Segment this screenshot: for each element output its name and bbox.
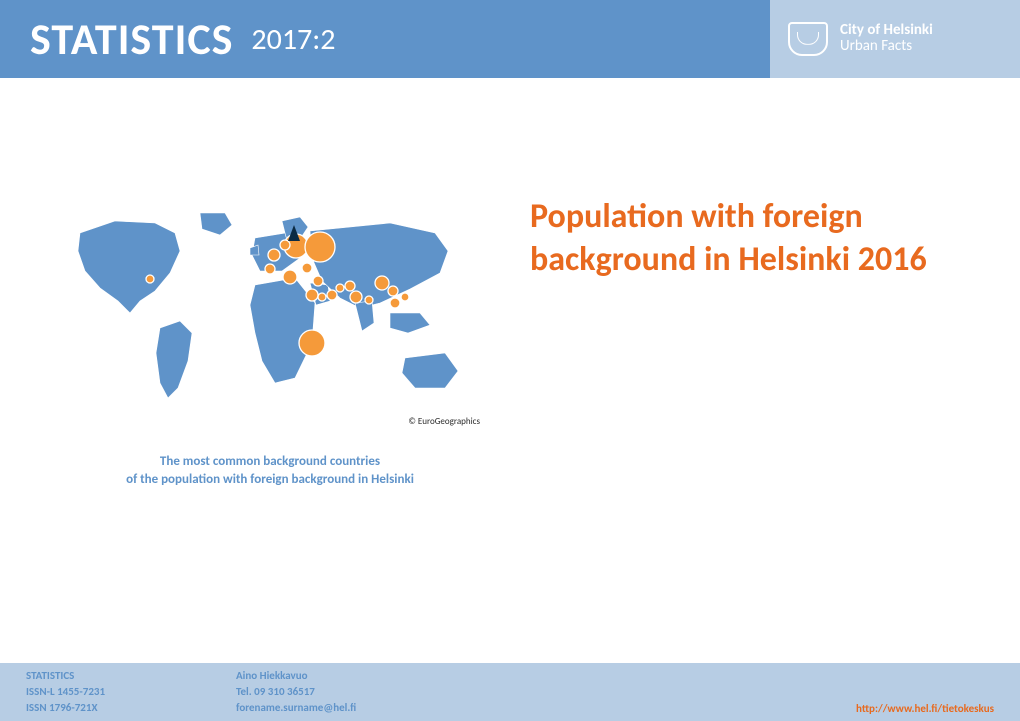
footer-c2-2: forename.surname@hel.fi — [236, 701, 636, 715]
logo-text: City of Helsinki Urban Facts — [840, 23, 933, 55]
world-map-svg — [60, 193, 480, 423]
helsinki-crest-icon — [788, 22, 828, 56]
land-shapes — [78, 213, 458, 398]
header-left: STATISTICS 2017:2 — [0, 0, 770, 78]
map-caption: The most common background countries of … — [60, 453, 480, 489]
header-right: City of Helsinki Urban Facts — [770, 0, 1020, 78]
main-area: © EuroGeographics The most common backgr… — [0, 78, 1020, 638]
map-caption-line1: The most common background countries — [60, 453, 480, 471]
footer-link[interactable]: http://www.hel.fi/tietokeskus — [856, 702, 994, 721]
map-attribution: © EuroGeographics — [408, 416, 480, 427]
footer-c1-2: ISSN 1796-721X — [26, 701, 236, 715]
statistics-title: STATISTICS — [30, 12, 233, 66]
footer-col-1: STATISTICS ISSN-L 1455-7231 ISSN 1796-72… — [26, 669, 236, 716]
header-bar: STATISTICS 2017:2 City of Helsinki Urban… — [0, 0, 1020, 78]
footer-bar: STATISTICS ISSN-L 1455-7231 ISSN 1796-72… — [0, 663, 1020, 721]
footer-c2-0: Aino Hiekkavuo — [236, 669, 636, 683]
footer-c1-0: STATISTICS — [26, 669, 236, 683]
footer-c1-1: ISSN-L 1455-7231 — [26, 685, 236, 699]
page-title: Population with foreign background in He… — [530, 196, 970, 281]
map-caption-line2: of the population with foreign backgroun… — [60, 471, 480, 489]
world-map: © EuroGeographics — [60, 193, 480, 423]
footer-col-2: Aino Hiekkavuo Tel. 09 310 36517 forenam… — [236, 669, 636, 716]
logo-line2: Urban Facts — [840, 39, 933, 55]
footer-c2-1: Tel. 09 310 36517 — [236, 685, 636, 699]
statistics-issue: 2017:2 — [251, 21, 335, 58]
